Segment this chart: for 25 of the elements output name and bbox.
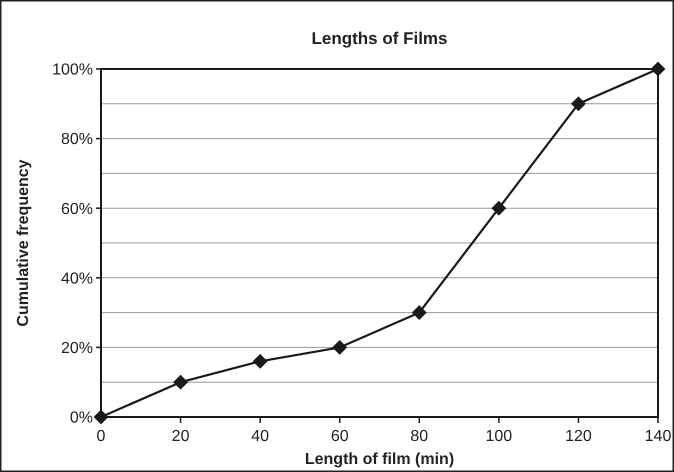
y-axis-title: Cumulative frequency xyxy=(15,159,32,327)
y-tick-label: 80% xyxy=(60,131,93,148)
y-tick-label: 0% xyxy=(70,410,93,427)
x-tick-label: 80 xyxy=(410,428,428,445)
x-tick-label: 20 xyxy=(172,428,190,445)
x-axis-title: Length of film (min) xyxy=(304,451,454,468)
x-tick-label: 100 xyxy=(486,428,512,445)
x-tick-label: 60 xyxy=(330,428,349,445)
y-tick-label: 20% xyxy=(60,340,93,357)
y-tick-label: 40% xyxy=(60,270,93,288)
chart-title: Lengths of Films xyxy=(312,29,448,48)
point xyxy=(650,62,666,76)
y-tick-label: 100% xyxy=(52,62,93,79)
x-tick-label: 40 xyxy=(251,428,270,445)
point xyxy=(332,340,348,355)
point xyxy=(491,200,506,216)
point xyxy=(252,354,268,369)
point xyxy=(94,410,108,424)
x-tick-label: 120 xyxy=(565,428,592,445)
point xyxy=(173,374,188,390)
point xyxy=(412,305,427,320)
point xyxy=(571,96,586,112)
x-tick-label: 0 xyxy=(96,428,106,445)
x-tick-label: 140 xyxy=(644,428,672,445)
y-tick-label: 60% xyxy=(60,200,93,218)
